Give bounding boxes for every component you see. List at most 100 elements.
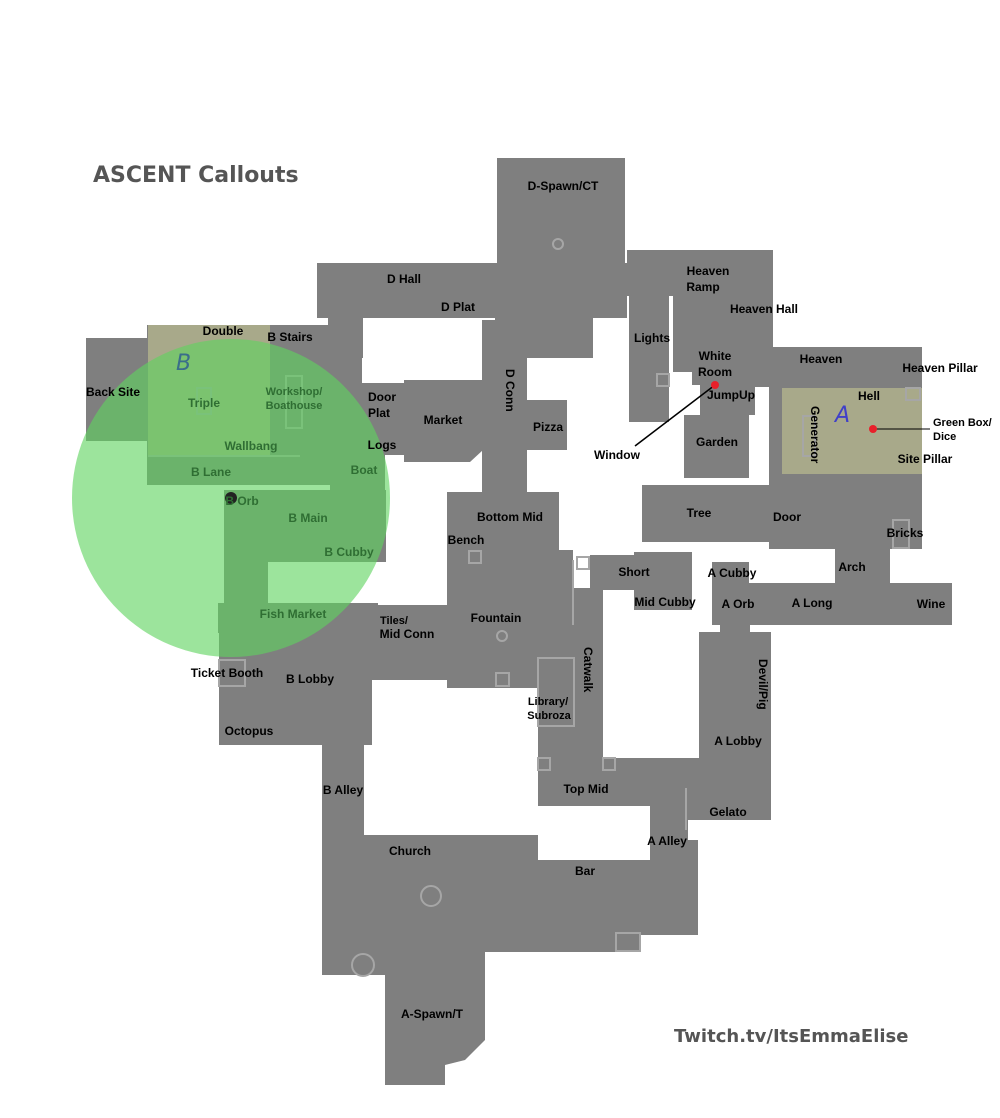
callout-devil-pig: Devil/Pig bbox=[756, 659, 770, 710]
garden-area bbox=[684, 415, 749, 478]
market-area bbox=[404, 380, 483, 462]
callout-boat: Boat bbox=[351, 463, 378, 477]
callout-green-box-line2: Dice bbox=[933, 431, 956, 443]
church-bar-area bbox=[322, 835, 698, 975]
heaven-area bbox=[739, 347, 922, 387]
callout-bar: Bar bbox=[575, 864, 595, 878]
map-title: ASCENT Callouts bbox=[93, 163, 299, 188]
church-circle bbox=[420, 885, 442, 907]
callout-b-lane: B Lane bbox=[191, 465, 231, 479]
callout-fountain: Fountain bbox=[471, 611, 522, 625]
callout-workshop-line2: Boathouse bbox=[266, 400, 323, 412]
ticket-booth-box bbox=[218, 659, 246, 687]
library-box bbox=[537, 757, 551, 771]
short-box bbox=[576, 556, 590, 570]
callout-labels: D-Spawn/CT D Hall D Plat Heaven Ramp Hea… bbox=[86, 179, 992, 1021]
callout-site-pillar: Site Pillar bbox=[898, 452, 953, 466]
callout-short: Short bbox=[618, 565, 649, 579]
white-room-area bbox=[692, 347, 742, 385]
tree-area bbox=[642, 485, 772, 542]
callout-tree: Tree bbox=[687, 506, 712, 520]
callout-tiles-line1: Tiles/ bbox=[380, 615, 408, 627]
callout-bricks: Bricks bbox=[887, 526, 924, 540]
credit-text: Twitch.tv/ItsEmmaElise bbox=[674, 1026, 909, 1047]
a-orb-connector bbox=[720, 622, 750, 636]
callout-a-spawn-t: A-Spawn/T bbox=[401, 1007, 464, 1021]
arch-area bbox=[835, 545, 890, 585]
callout-door: Door bbox=[773, 510, 801, 524]
callout-library-line1: Library/ bbox=[528, 696, 568, 708]
callout-double: Double bbox=[203, 324, 244, 338]
callout-garden: Garden bbox=[696, 435, 738, 449]
callout-b-cubby: B Cubby bbox=[324, 545, 374, 559]
callout-a-orb: A Orb bbox=[722, 597, 755, 611]
callout-hell: Hell bbox=[858, 389, 880, 403]
callout-catwalk: Catwalk bbox=[581, 647, 595, 693]
d-hall-area bbox=[317, 263, 627, 318]
generator-box bbox=[802, 415, 816, 457]
callout-library-line2: Subroza bbox=[527, 710, 571, 722]
callout-workshop-line1: Workshop/ bbox=[266, 386, 323, 398]
callout-logs: Logs bbox=[368, 438, 397, 452]
callout-church: Church bbox=[389, 844, 431, 858]
callout-pizza: Pizza bbox=[533, 420, 563, 434]
callout-white-room-line2: Room bbox=[698, 365, 732, 379]
callout-heaven-hall: Heaven Hall bbox=[730, 302, 798, 316]
catwalk-box bbox=[602, 757, 616, 771]
fountain-circle bbox=[496, 630, 508, 642]
bottom-mid-area bbox=[447, 492, 559, 552]
callout-heaven-ramp-line1: Heaven bbox=[687, 264, 730, 278]
ct-spawn-circle bbox=[552, 238, 564, 250]
heaven-pillar-box bbox=[905, 387, 921, 401]
site-a-letter: A bbox=[833, 403, 850, 428]
callout-bottom-mid: Bottom Mid bbox=[477, 510, 543, 524]
a-alley-area bbox=[650, 790, 688, 860]
callout-heaven-pillar: Heaven Pillar bbox=[902, 361, 978, 375]
window-marker-dot bbox=[711, 381, 719, 389]
callout-white-room-line1: White bbox=[699, 349, 732, 363]
callout-door-plat-line1: Door bbox=[368, 390, 396, 404]
tiles-box bbox=[495, 672, 510, 687]
catwalk-area bbox=[573, 588, 603, 778]
bench-box bbox=[468, 550, 482, 564]
callout-tiles-line2: Mid Conn bbox=[380, 627, 435, 641]
callout-wallbang: Wallbang bbox=[225, 439, 278, 453]
callout-b-main: B Main bbox=[288, 511, 327, 525]
callout-heaven: Heaven bbox=[800, 352, 843, 366]
callout-d-hall: D Hall bbox=[387, 272, 421, 286]
callout-a-cubby: A Cubby bbox=[708, 566, 757, 580]
lights-area bbox=[629, 295, 669, 422]
callout-d-spawn-ct: D-Spawn/CT bbox=[528, 179, 599, 193]
spawn-circle bbox=[351, 953, 375, 977]
d-plat-area bbox=[495, 318, 593, 358]
callout-mid-cubby: Mid Cubby bbox=[634, 595, 696, 609]
callout-wine: Wine bbox=[917, 597, 946, 611]
site-b-letter: B bbox=[176, 351, 191, 376]
b-alley-area bbox=[322, 740, 364, 840]
callout-generator: Generator bbox=[808, 406, 822, 464]
callout-b-stairs: B Stairs bbox=[267, 330, 313, 344]
callout-back-site: Back Site bbox=[86, 385, 140, 399]
bar-box bbox=[615, 932, 641, 952]
b-orb-marker-dot bbox=[225, 492, 237, 504]
callout-top-mid: Top Mid bbox=[563, 782, 608, 796]
callout-a-long: A Long bbox=[792, 596, 833, 610]
callout-b-alley: B Alley bbox=[323, 783, 364, 797]
callout-heaven-ramp-line2: Ramp bbox=[686, 280, 719, 294]
callout-d-conn: D Conn bbox=[503, 369, 517, 412]
callout-lights: Lights bbox=[634, 331, 670, 345]
callout-market: Market bbox=[424, 413, 463, 427]
gelato-area bbox=[688, 775, 771, 820]
callout-fish-market: Fish Market bbox=[260, 607, 327, 621]
callout-jumpup: JumpUp bbox=[707, 388, 755, 402]
markers bbox=[225, 381, 930, 504]
callout-b-lobby: B Lobby bbox=[286, 672, 334, 686]
b-stairs-area bbox=[328, 318, 363, 358]
callout-octopus: Octopus bbox=[225, 724, 274, 738]
bricks-box bbox=[892, 519, 910, 549]
callout-a-lobby: A Lobby bbox=[714, 734, 762, 748]
a-long-area bbox=[712, 583, 952, 625]
library-frame bbox=[537, 657, 575, 727]
callout-b-orb: B Orb bbox=[225, 494, 258, 508]
callout-gelato: Gelato bbox=[709, 805, 746, 819]
